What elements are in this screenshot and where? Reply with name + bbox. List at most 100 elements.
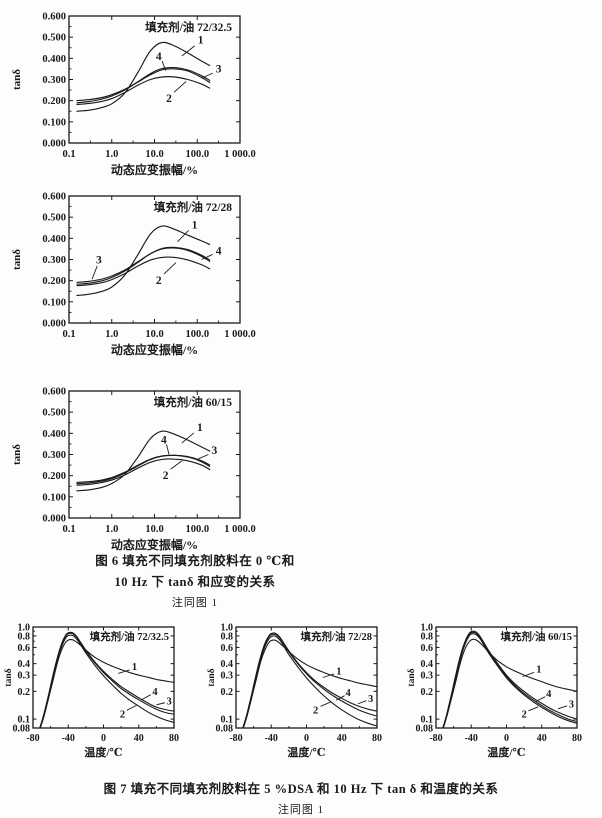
x-tick-label: -80 [429,733,442,744]
chart-title: 填充剂/油 72/28 [301,630,372,643]
figure6-chart-60-15: 0.1 1.0 10.0 100.0 1 000.0 0.000 0.100 0.200 0.3… [8,381,260,560]
x-tick-label: 0 [304,733,309,744]
x-tick-label: -40 [265,733,278,744]
x-tick-label: 10.0 [145,149,163,160]
y-tick-label: 0.600 [42,12,66,23]
curve-label-4: 4 [152,687,158,698]
series-line-4 [76,66,211,104]
curve-label-leader [522,672,535,677]
y-axis-title: tanδ [207,668,217,686]
y-axis-title: tanδ [11,69,23,90]
curve-label-2: 2 [522,709,527,720]
figure6-caption-line2: 10 Hz 下 tanδ 和应变的关系 [114,575,276,589]
y-tick-label: 0.1 [221,715,234,726]
curve-label-leader [320,701,332,707]
fig6-chart-72-28-svg: 0.1 1.0 10.0 100.0 1 000.0 0.000 0.100 0.200 0.3… [11,192,256,358]
curve-label-leader [181,432,195,444]
x-tick-label: 100.0 [185,329,209,340]
curve-label-2: 2 [120,709,125,720]
x-tick-label: 1.0 [105,329,118,340]
curve-label-1: 1 [336,666,341,677]
curve-label-3: 3 [216,64,222,76]
x-tick-label: -40 [465,733,478,744]
curve-label-leader [118,669,130,674]
y-tick-label: 0.300 [42,255,66,266]
y-tick-label: 0.3 [221,671,234,682]
x-tick-label: 80 [372,733,382,744]
figure6-caption-note: 注同图 1 [171,597,219,609]
y-tick-label: 0.400 [42,429,66,440]
y-tick-label: 0.500 [42,213,66,224]
y-tick-label: 0.600 [42,192,66,203]
x-axis-title: 温度/℃ [84,745,122,759]
y-axis-title: tanδ [11,249,23,270]
x-tick-label: 0 [504,733,509,744]
x-tick-label: 1 000.0 [224,524,256,535]
x-axis-title: 温度/℃ [487,745,525,759]
y-tick-label: 0.08 [416,724,434,735]
curve-label-3: 3 [368,694,373,705]
series-line-4 [76,246,211,285]
curve-label-leader [181,45,195,57]
x-tick-label: 80 [572,733,582,744]
curve-label-1: 1 [198,34,204,46]
y-tick-label: 1.0 [421,623,434,634]
x-tick-label: 10.0 [145,524,163,535]
y-tick-label: 0.300 [42,450,66,461]
x-tick-label: 0.1 [62,329,75,340]
figure6-chart-72-28: 0.1 1.0 10.0 100.0 1 000.0 0.000 0.100 0.200 0.3… [8,186,260,365]
x-tick-label: 1 000.0 [224,329,256,340]
curve-label-leader [163,262,177,275]
y-tick-label: 0.1 [421,715,434,726]
curve-label-2: 2 [163,470,169,482]
series-line-3 [76,68,211,102]
y-tick-label: 0.4 [18,659,31,670]
chart-title: 填充剂/油 72/32.5 [90,630,169,643]
curve-label-3: 3 [166,697,171,708]
figure7-caption-note: 注同图 1 [277,804,325,816]
curve-label-leader [141,694,151,701]
series-line-1 [76,430,211,492]
x-tick-label: 80 [169,733,179,744]
series-line-2 [76,256,211,287]
curve-label-4: 4 [156,51,162,63]
curve-label-4: 4 [161,434,167,446]
series-line-2 [76,458,211,486]
curve-label-leader [173,81,187,93]
y-tick-label: 0.8 [421,631,434,642]
fig7-chart-60-15-svg: -80 -40 0 40 80 1.00.80.6 0.40.3 0.2 0.10.08 温度/℃… [407,623,582,760]
y-tick-label: 0.300 [42,75,66,86]
figure7-chart-72-28: -80 -40 0 40 80 1.0 0.8 0.6 0.4 0.3 0.2 0.1 0.08 温度/℃… [206,618,402,765]
x-tick-label: 100.0 [185,149,209,160]
fig7-chart-72-32_5-svg: -80 -40 0 40 80 1.00.80.6 0.40.3 0.2 0.10.08 温度/℃… [4,623,179,760]
y-tick-label: 0.100 [42,117,66,128]
x-tick-label: -80 [26,733,39,744]
x-axis-title: 动态应变振幅/% [111,162,198,177]
curve-label-1: 1 [192,220,198,232]
series-line-4 [242,632,377,728]
curve-label-4: 4 [345,688,351,699]
y-axis-title: tanδ [11,444,23,465]
curve-label-4: 4 [546,689,552,700]
y-tick-label: 0.8 [18,631,31,642]
chart-title: 填充剂/油 72/32.5 [145,20,232,34]
curve-label-3: 3 [569,699,574,710]
curve-label-2: 2 [166,93,172,105]
x-tick-label: 1.0 [105,149,118,160]
y-tick-label: 0.8 [221,631,234,642]
x-tick-label: 0 [101,733,106,744]
x-tick-label: 0.1 [62,524,75,535]
series-line-1 [39,638,174,728]
curve-label-leader [201,72,213,79]
y-axis-title: tanδ [407,668,417,686]
y-tick-label: 0.6 [421,643,434,654]
figure7-caption: 图 7 填充不同填充剂胶料在 5 %DSA 和 10 Hz 下 tan δ 和温… [0,779,602,818]
y-tick-label: 0.1 [18,715,31,726]
y-tick-label: 0.6 [18,643,31,654]
y-tick-label: 1.0 [18,623,31,634]
y-tick-label: 0.3 [18,671,31,682]
fig6-chart-60-15-svg: 0.1 1.0 10.0 100.0 1 000.0 0.000 0.100 0.200 0.3… [11,387,256,553]
x-axis-title: 温度/℃ [287,745,325,759]
x-tick-label: 0.1 [62,149,75,160]
